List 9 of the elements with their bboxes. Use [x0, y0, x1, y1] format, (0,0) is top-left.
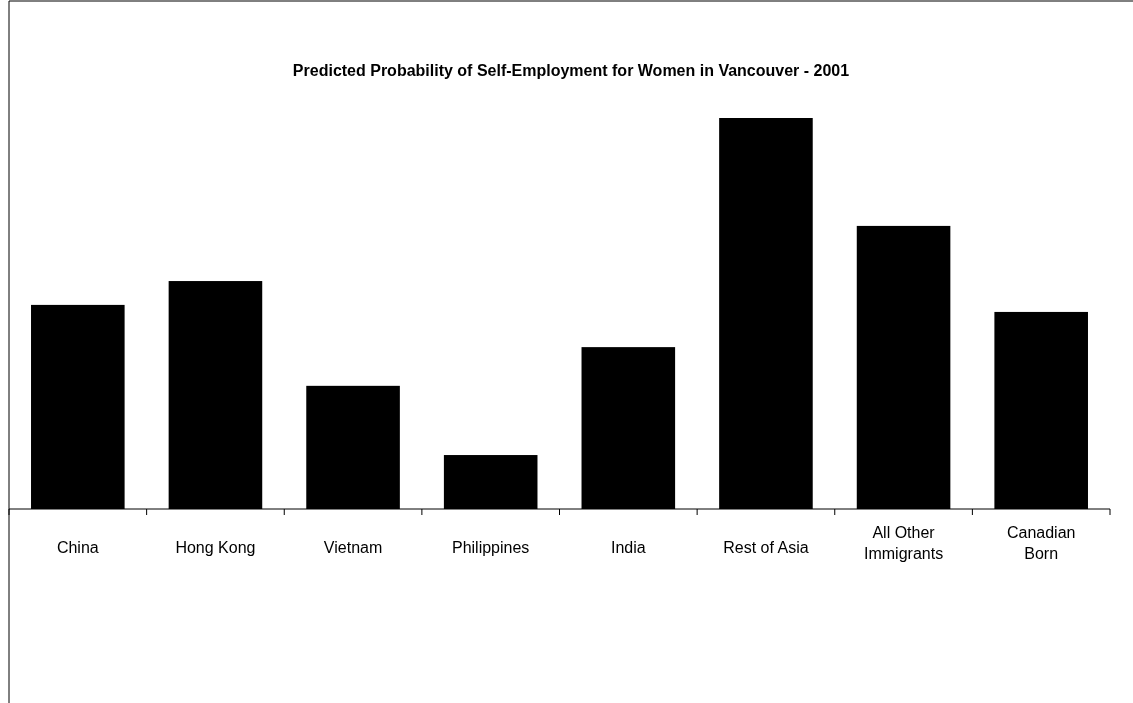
chart-title: Predicted Probability of Self-Employment for Women in Vancouver - 2001 [292, 62, 850, 79]
x-tick-label: Canadian Born [1006, 524, 1076, 562]
x-tick-label: Vietnam [323, 539, 383, 556]
x-tick-label: Rest of Asia [723, 539, 809, 556]
x-tick-label: China [56, 539, 99, 556]
x-tick-label: Philippines [451, 539, 530, 556]
x-tick-label: Hong Kong [175, 539, 256, 556]
x-tick-label: All Other Immigrants [864, 524, 944, 562]
x-tick-label: India [610, 539, 646, 556]
